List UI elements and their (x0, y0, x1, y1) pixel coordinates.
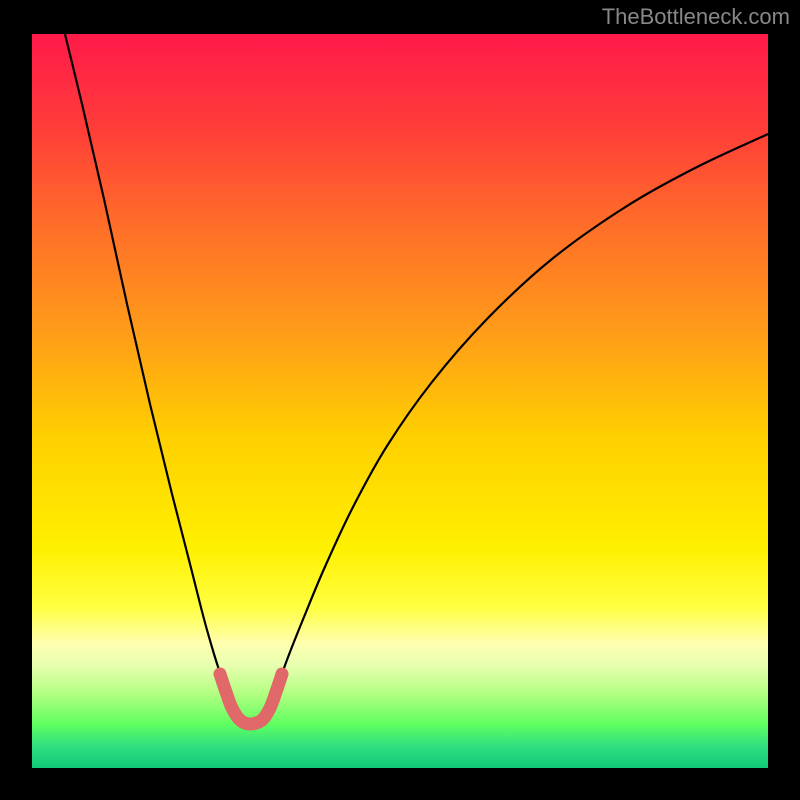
curve-left-branch (60, 34, 222, 679)
watermark-text: TheBottleneck.com (602, 4, 790, 30)
bottleneck-curve (32, 34, 768, 768)
optimal-region-marker (220, 674, 282, 724)
curve-right-branch (280, 134, 768, 679)
plot-area (32, 34, 768, 768)
